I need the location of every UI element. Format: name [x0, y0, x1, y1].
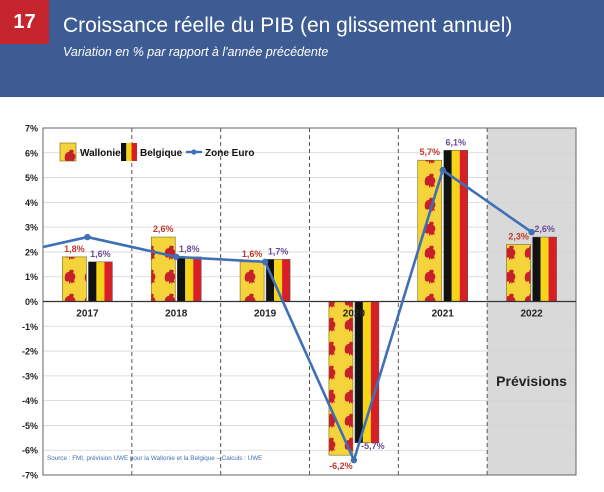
x-tick-label: 2020	[343, 309, 366, 320]
chart-subtitle: Variation en % par rapport à l'année pré…	[63, 45, 329, 59]
bar-belgique	[177, 256, 202, 302]
bar-belgique-yellow-stripe	[540, 237, 549, 302]
legend-label-zone-euro: Zone Euro	[205, 148, 254, 159]
data-label-wallonie: 2,6%	[153, 224, 174, 234]
data-label-belgique: 2,6%	[534, 224, 555, 234]
bar-wallonie	[150, 236, 176, 302]
bar-belgique	[88, 261, 113, 302]
x-tick-label: 2021	[432, 309, 455, 320]
y-tick-label: -3%	[22, 371, 38, 381]
legend-swatch-belgique-yellow	[126, 143, 132, 161]
y-tick-label: 7%	[25, 124, 38, 134]
x-tick-label: 2018	[165, 309, 188, 320]
y-tick-label: 6%	[25, 148, 38, 158]
zone-euro-point	[84, 233, 91, 241]
y-tick-label: -6%	[22, 446, 38, 456]
legend-label-wallonie: Wallonie	[80, 148, 121, 159]
y-tick-label: 2%	[25, 247, 38, 257]
bar-belgique-black-stripe	[177, 256, 186, 302]
zone-euro-point	[528, 228, 535, 236]
bar-belgique-yellow-stripe	[362, 301, 371, 443]
data-label-belgique: 1,6%	[90, 249, 111, 259]
bar-belgique-yellow-stripe	[96, 261, 105, 302]
bar-belgique-black-stripe	[88, 261, 97, 302]
header-banner: 17 Croissance réelle du PIB (en glisseme…	[0, 0, 604, 97]
zone-euro-point	[350, 456, 358, 464]
chart-title: Croissance réelle du PIB (en glissement …	[63, 14, 513, 37]
y-tick-label: 1%	[25, 272, 38, 282]
x-tick-label: 2017	[76, 309, 99, 320]
legend-swatch-wallonie	[59, 142, 77, 162]
y-tick-label: -7%	[22, 471, 38, 481]
y-tick-label: -1%	[22, 322, 38, 332]
bar-belgique-yellow-stripe	[451, 150, 460, 302]
legend-swatch-belgique-black	[121, 143, 127, 161]
chart-area: Prévisions 7% 6% 5% 4% 3% 2% 1% 0% -1% -2% -3% -4% -…	[0, 120, 604, 487]
bar-wallonie	[62, 256, 87, 302]
chart-number-badge: 17	[0, 0, 49, 44]
legend-swatch-belgique-red	[131, 143, 137, 161]
bar-belgique-yellow-stripe	[185, 256, 194, 302]
data-label-belgique: -5,7%	[361, 441, 385, 451]
bar-belgique	[265, 259, 291, 302]
data-label-belgique: 1,7%	[268, 246, 289, 256]
y-tick-label: 4%	[25, 198, 38, 208]
data-label-wallonie: 1,6%	[242, 249, 263, 259]
x-tick-label: 2019	[254, 309, 277, 320]
zone-euro-point	[173, 253, 180, 261]
x-tick-label: 2022	[520, 309, 543, 320]
bar-belgique-red-stripe	[548, 237, 557, 302]
y-tick-label: 3%	[25, 223, 38, 233]
data-label-wallonie: 2,3%	[508, 231, 529, 241]
gdp-chart: Prévisions 7% 6% 5% 4% 3% 2% 1% 0% -1% -2% -3% -4% -…	[22, 124, 577, 481]
data-label-wallonie: -6,2%	[329, 461, 353, 471]
y-tick-label: -2%	[22, 347, 38, 357]
bar-belgique-red-stripe	[104, 261, 113, 302]
zone-euro-point	[439, 166, 446, 174]
forecast-label: Prévisions	[496, 373, 567, 389]
y-tick-label: 0%	[25, 297, 38, 307]
bar-wallonie	[239, 261, 265, 302]
bar-belgique-red-stripe	[459, 150, 468, 302]
y-tick-label: -5%	[22, 421, 38, 431]
bar-belgique-black-stripe	[354, 301, 363, 443]
y-tick-label: -4%	[22, 396, 38, 406]
data-label-wallonie: 1,8%	[64, 244, 85, 254]
data-label-belgique: 6,1%	[445, 137, 466, 147]
data-label-belgique: 1,8%	[179, 244, 200, 254]
bar-belgique-red-stripe	[193, 256, 202, 302]
bar-belgique-red-stripe	[370, 301, 379, 443]
bar-belgique-black-stripe	[266, 259, 275, 302]
bar-belgique-red-stripe	[282, 259, 291, 302]
data-label-wallonie: 5,7%	[419, 147, 440, 157]
source-note: Source : FMI, prévision UWE pour la Wall…	[47, 455, 262, 462]
y-tick-label: 5%	[25, 173, 38, 183]
bar-wallonie	[328, 301, 354, 456]
zone-euro-point	[261, 258, 269, 266]
legend-label-belgique: Belgique	[140, 148, 183, 159]
bar-wallonie	[506, 244, 531, 302]
bar-belgique-black-stripe	[532, 237, 541, 302]
bar-belgique	[532, 236, 557, 302]
legend-marker-zone-euro	[191, 149, 197, 155]
bar-belgique-yellow-stripe	[274, 259, 283, 302]
bar-belgique-black-stripe	[443, 150, 452, 302]
